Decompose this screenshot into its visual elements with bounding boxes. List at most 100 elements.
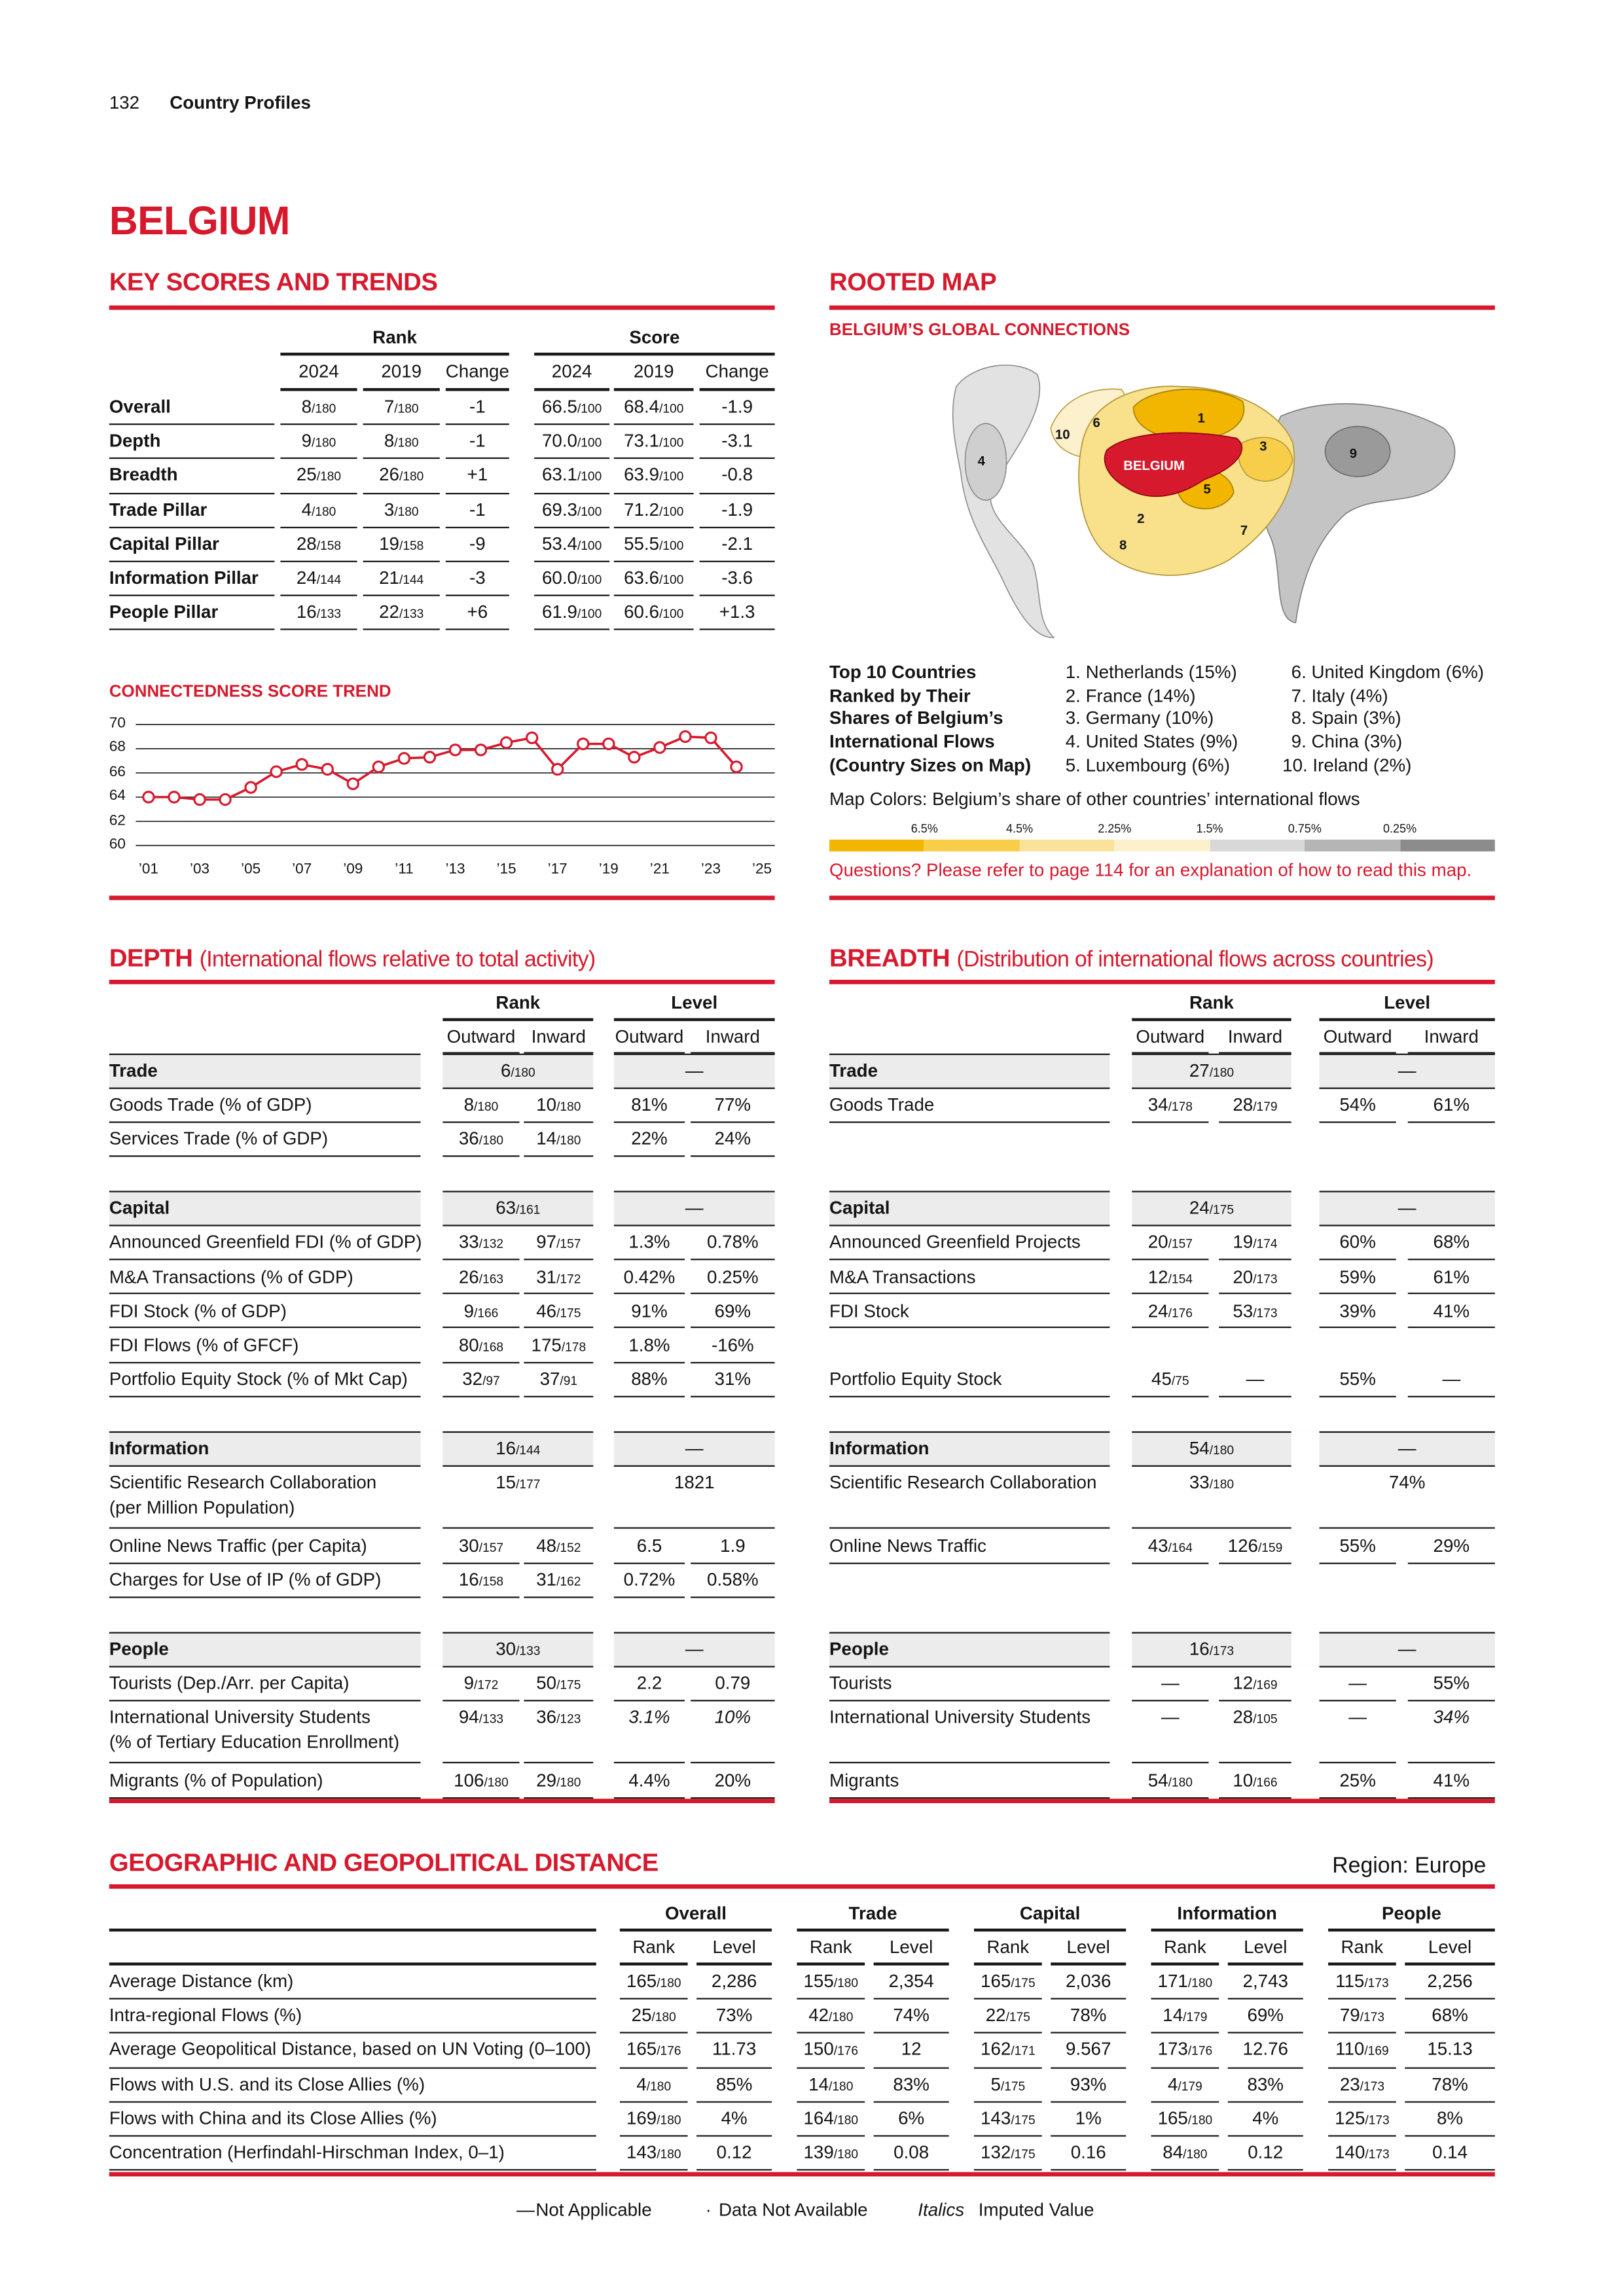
cell: 24% <box>714 1128 751 1150</box>
denominator: /163 <box>478 1270 504 1286</box>
rule <box>109 1596 421 1598</box>
rule <box>873 1963 949 1965</box>
trend-point <box>628 751 641 764</box>
cell: 0.12 <box>716 2142 752 2163</box>
cell: — <box>685 1638 704 1660</box>
rule <box>1132 1431 1291 1433</box>
rule <box>363 629 440 631</box>
x-tick-label: ’09 <box>343 861 363 878</box>
rule <box>973 2100 1042 2102</box>
band-gap <box>1110 1431 1132 1467</box>
x-tick-label: ’25 <box>752 861 772 878</box>
denominator: /100 <box>577 435 602 450</box>
column-header: Outward <box>615 1026 684 1047</box>
rule <box>1132 1086 1291 1088</box>
cell: 155/180 <box>803 1971 859 1992</box>
cell: 25% <box>1339 1770 1376 1791</box>
rule <box>1405 2066 1495 2068</box>
cell: 140/173 <box>1335 2142 1390 2163</box>
row-label: Announced Greenfield Projects <box>829 1232 1081 1253</box>
denominator: /180 <box>556 1774 581 1789</box>
cell: 126/159 <box>1227 1535 1283 1556</box>
rule <box>619 2169 688 2171</box>
map-number: 8 <box>1119 539 1127 553</box>
rule <box>442 1596 520 1598</box>
cell: 42/180 <box>808 2005 854 2026</box>
rule <box>699 457 775 459</box>
rule <box>613 457 694 459</box>
cell: 63/161 <box>496 1198 541 1219</box>
rule <box>1405 1963 1495 1965</box>
denominator: /100 <box>577 537 602 553</box>
denominator: /75 <box>1171 1373 1189 1389</box>
cell: 68% <box>1433 1232 1470 1253</box>
rule <box>696 2135 772 2137</box>
rule <box>109 1762 421 1765</box>
rule <box>797 2100 865 2102</box>
denominator: /180 <box>312 503 336 518</box>
trend-point <box>423 751 437 764</box>
map-number: 6 <box>1092 416 1100 430</box>
rule <box>109 1963 596 1965</box>
rule <box>445 594 509 597</box>
rule <box>1407 1699 1495 1701</box>
row-label: Scientific Research Collaboration <box>829 1472 1097 1494</box>
denominator: /100 <box>659 435 684 450</box>
cell: 139/180 <box>803 2142 859 2163</box>
denominator: /144 <box>316 571 342 587</box>
rule <box>1132 1224 1291 1227</box>
cell: 34% <box>1433 1707 1470 1728</box>
rule <box>1219 1797 1291 1799</box>
x-tick-label: ’19 <box>598 861 619 878</box>
rule <box>442 1631 594 1634</box>
denominator: /180 <box>394 435 419 450</box>
x-tick-label: ’03 <box>189 861 210 878</box>
rule <box>1319 1464 1495 1467</box>
rule <box>797 1929 949 1931</box>
cell: 7/180 <box>384 396 419 418</box>
cell: 3.1% <box>628 1707 670 1728</box>
rule <box>280 594 357 597</box>
rule <box>280 526 357 528</box>
rule <box>524 1395 594 1397</box>
map-region <box>1261 403 1456 624</box>
rule <box>613 1665 775 1667</box>
rule <box>1319 1327 1396 1329</box>
row-label: Online News Traffic <box>829 1535 986 1556</box>
section-heading: ROOTED MAP <box>829 268 997 296</box>
color-scale-swatch <box>1210 839 1305 852</box>
cell: 36/180 <box>458 1128 504 1150</box>
cell: — <box>1348 1672 1367 1694</box>
row-label: (% of Tertiary Education Enrollment) <box>109 1732 400 1753</box>
band-gap <box>1291 1431 1320 1467</box>
map-number: 3 <box>1259 439 1267 454</box>
rule <box>696 2100 772 2102</box>
rule <box>613 492 694 494</box>
x-tick-label: ’17 <box>547 861 568 878</box>
rule <box>1407 1395 1495 1397</box>
rule <box>534 388 610 391</box>
band-gap <box>593 1054 614 1088</box>
rule <box>442 1018 594 1021</box>
cell: 55% <box>1433 1672 1470 1694</box>
rule <box>613 1596 685 1598</box>
denominator: /175 <box>1011 2112 1036 2127</box>
rule <box>109 1361 421 1363</box>
trend-point <box>372 760 386 774</box>
cell: 0.14 <box>1432 2142 1468 2163</box>
band-gap <box>420 1191 443 1226</box>
cell: 19/158 <box>379 533 424 554</box>
rule <box>691 1293 775 1295</box>
denominator: /158 <box>316 537 342 553</box>
rule <box>109 1121 421 1123</box>
x-tick-label: ’11 <box>395 861 414 878</box>
trend-point <box>474 744 488 757</box>
map-belgium <box>1104 432 1243 497</box>
rule <box>109 1155 421 1157</box>
x-tick-label: ’21 <box>649 861 670 878</box>
cell: 93% <box>1070 2073 1107 2094</box>
rule <box>829 1191 1110 1193</box>
denominator: /172 <box>474 1677 499 1693</box>
denominator: /133 <box>478 1712 504 1727</box>
